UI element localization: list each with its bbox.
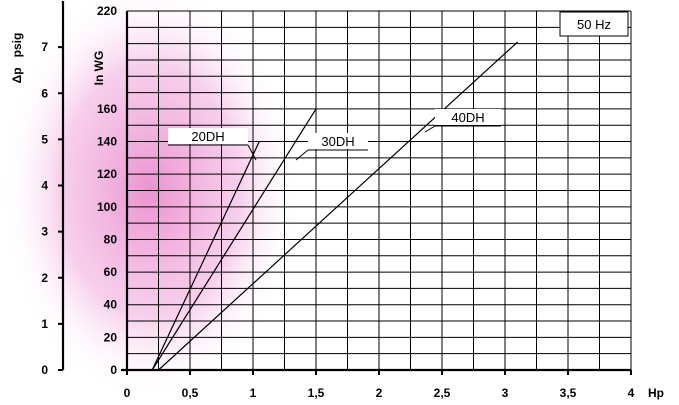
y-tick-label-psig: 2	[41, 271, 48, 285]
y-tick-label-inwg: 100	[97, 200, 117, 214]
y-tick-label-psig: 1	[41, 317, 48, 331]
y-tick-label-inwg: 220	[97, 4, 117, 18]
series-leader-40dh	[424, 125, 436, 133]
y-tick-label-inwg: 140	[97, 135, 117, 149]
chart-tick-labels: 0 0,5 1 1,5 2 2,5 3 3,5 402040608010012014016022…	[41, 4, 634, 400]
chart-grid	[126, 10, 632, 371]
frequency-badge: 50 Hz	[577, 17, 611, 32]
x-tick-label: 3,5	[560, 386, 577, 400]
y-tick-label-inwg: 40	[104, 298, 118, 312]
x-tick-label: 0,5	[182, 386, 199, 400]
series-line-20dh	[151, 141, 260, 371]
x-tick-label: 2,5	[434, 386, 451, 400]
x-tick-label: 4	[628, 386, 635, 400]
y-tick-label-psig: 0	[41, 363, 48, 377]
chart-axes	[58, 1, 632, 375]
series-line-40dh	[158, 41, 519, 371]
chart-series: 20DH 30DH 40DH	[151, 41, 519, 371]
frequency-badge-box	[559, 11, 629, 37]
x-axis-title: Hp	[648, 386, 664, 400]
series-label-bg	[168, 128, 248, 144]
y-axis-title-inwg: In WG	[92, 51, 106, 86]
x-tick-label: 3	[502, 386, 509, 400]
x-tick-label: 2	[376, 386, 383, 400]
x-tick-label: 1	[250, 386, 257, 400]
y-tick-label-psig: 4	[41, 179, 48, 193]
y-tick-label-psig: 6	[41, 86, 48, 100]
y-tick-label-psig: 7	[41, 40, 48, 54]
y-tick-label-inwg: 20	[104, 330, 118, 344]
series-label-bg	[435, 109, 501, 125]
series-leader-20dh	[247, 144, 257, 161]
y-tick-label-psig: 5	[41, 132, 48, 146]
y-tick-label-inwg: 80	[104, 232, 118, 246]
y-tick-label-inwg: 60	[104, 265, 118, 279]
y-tick-label-psig: 3	[41, 225, 48, 239]
y-tick-label-inwg: 120	[97, 167, 117, 181]
series-label-bg	[308, 133, 368, 149]
x-tick-label: 1,5	[308, 386, 325, 400]
series-label-40dh: 40DH	[451, 110, 484, 125]
x-tick-label: 0	[124, 386, 131, 400]
series-label-20dh: 20DH	[191, 129, 224, 144]
series-leader-30dh	[295, 149, 309, 161]
y-axis-title-psig: Δp psig	[10, 33, 24, 84]
y-tick-label-inwg: 160	[97, 102, 117, 116]
background-glow	[0, 0, 300, 400]
y-tick-label-inwg: 0	[110, 363, 117, 377]
series-line-30dh	[151, 108, 317, 371]
series-label-30dh: 30DH	[321, 134, 354, 149]
